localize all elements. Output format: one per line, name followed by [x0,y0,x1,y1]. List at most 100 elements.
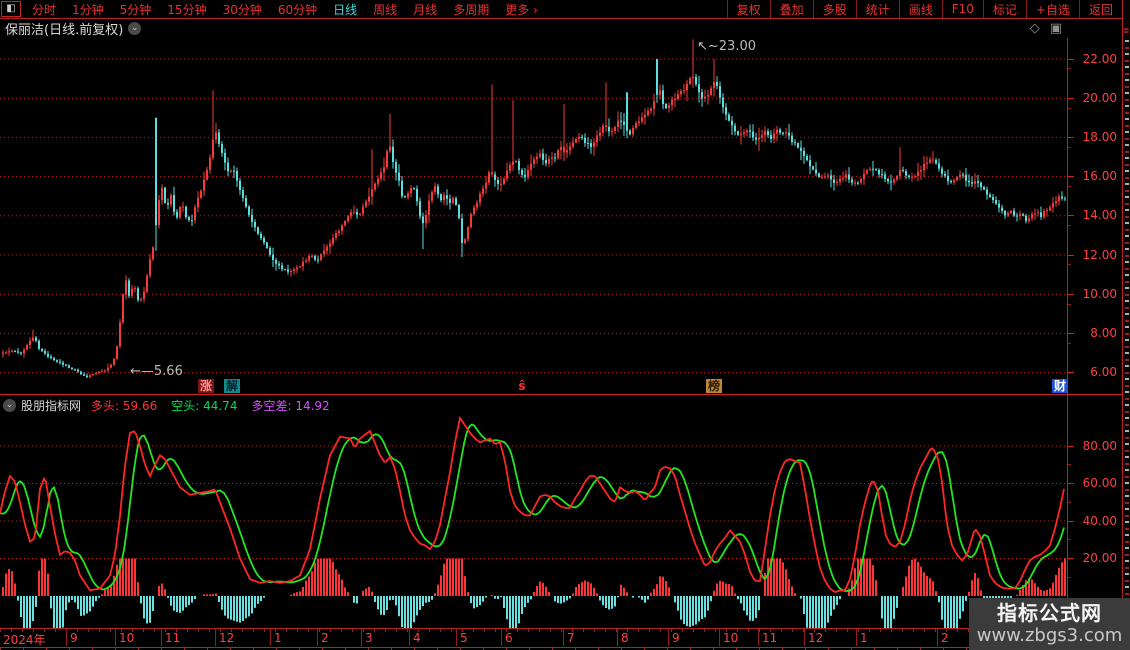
hist-bar-negative [524,596,526,608]
candle-body [710,88,712,95]
toolbar-F10[interactable]: F10 [941,0,983,18]
hist-bar-positive [623,587,625,596]
collapse-chevron-icon[interactable]: ⌄ [3,398,16,412]
hist-bar-negative [56,596,58,628]
hist-bar-negative [260,596,262,602]
candle-body [71,367,73,370]
hist-bar-positive [977,578,979,596]
timeframe-日线[interactable]: 日线 [333,2,358,17]
toolbar-叠加[interactable]: 叠加 [769,0,813,18]
timeframe-周线[interactable]: 周线 [373,2,398,17]
candle-body [14,351,16,353]
candle-body [95,372,97,375]
hist-bar-negative [185,596,187,608]
price-label: 20.00 [1082,91,1117,105]
timeframe-5分钟[interactable]: 5分钟 [119,2,152,17]
hist-bar-positive [911,559,913,596]
diamond-icon[interactable]: ◇ [1029,21,1040,36]
candle-body [488,172,490,183]
event-badge-涨[interactable]: 涨 [198,379,214,393]
candle-body [785,132,787,134]
hist-bar-negative [422,596,424,607]
timeframe-30分钟[interactable]: 30分钟 [222,2,262,17]
window-split-icon[interactable]: ◧ [1,1,21,17]
month-separator [856,629,857,646]
toolbar-标记[interactable]: 标记 [982,0,1026,18]
timeframe-1分钟[interactable]: 1分钟 [72,2,104,17]
month-separator [456,629,457,646]
candle-body [893,179,895,183]
timeframe-月线[interactable]: 月线 [413,2,438,17]
candle-body [620,120,622,122]
hist-bar-positive [44,558,46,596]
candle-body [215,132,217,140]
price-tick [1068,176,1074,177]
timeframe-多周期[interactable]: 多周期 [453,2,490,17]
candle-body [128,280,130,296]
candle-body [230,170,232,172]
candle-body [44,351,46,354]
window-layout-icon[interactable]: ▣ [1049,21,1062,36]
candle-body [395,162,397,173]
hist-bar-positive [923,572,925,596]
price-label: 18.00 [1082,130,1117,144]
right-sidebar-strip[interactable] [1122,0,1130,650]
candle-body [812,166,814,170]
timeframe-60分钟[interactable]: 60分钟 [277,2,318,17]
strip-menu-icon[interactable]: ≣ [1122,26,1130,35]
hist-bar-positive [665,581,667,596]
candle-body [890,181,892,183]
candle-body [761,135,763,138]
hist-bar-negative [65,596,67,611]
hist-bar-positive [365,588,367,596]
hist-bar-negative [812,596,814,628]
hist-bar-positive [338,574,340,596]
candle-body [224,152,226,163]
hist-bar-positive [590,583,592,596]
hist-bar-negative [941,596,943,620]
toolbar-返回[interactable]: 返回 [1078,0,1122,18]
candle-body [539,153,541,157]
candle-body [566,150,568,153]
event-badge-解[interactable]: 解 [224,379,240,393]
candle-body [707,94,709,97]
toolbar-画线[interactable]: 画线 [898,0,942,18]
toolbar-复权[interactable]: 复权 [726,0,770,18]
price-tick [1068,294,1074,295]
hist-bar-positive [1031,579,1033,596]
month-label: 6 [505,631,513,645]
oscillator-panel[interactable] [0,415,1068,628]
candle-body [920,170,922,172]
month-label: 9 [672,631,680,645]
hist-bar-positive [341,579,343,596]
candle-body [575,139,577,143]
candle-body [836,181,838,183]
toolbar-统计[interactable]: 统计 [855,0,899,18]
candlestick-chart[interactable]: ↖~23.00 ←—5.66 [0,38,1068,378]
candle-body [902,169,904,172]
timeframe-分时[interactable]: 分时 [32,2,57,17]
timeframe-更多 ›[interactable]: 更多 › [505,2,538,17]
toolbar-+自选[interactable]: +自选 [1025,0,1079,18]
axis-border-line [1067,38,1068,646]
toolbar-多股[interactable]: 多股 [812,0,856,18]
candle-body [809,160,811,167]
candle-body [497,179,499,185]
month-separator [563,629,564,646]
candle-body [518,160,520,171]
hist-bar-negative [173,596,175,611]
hist-bar-positive [491,594,493,596]
event-badge-榜[interactable]: 榜 [706,379,722,393]
candle-body [338,231,340,234]
candle-body [815,169,817,174]
timeframe-15分钟[interactable]: 15分钟 [167,2,207,17]
hist-bar-negative [500,596,502,598]
hist-bar-negative [758,596,760,611]
candle-body [284,269,286,271]
hist-bar-negative [800,596,802,599]
event-badge-ŝ[interactable]: ŝ [518,379,526,393]
candle-body [905,171,907,176]
chevron-down-icon[interactable]: ⌄ [128,22,142,35]
event-badge-财[interactable]: 财 [1052,379,1068,393]
candle-body [668,105,670,109]
